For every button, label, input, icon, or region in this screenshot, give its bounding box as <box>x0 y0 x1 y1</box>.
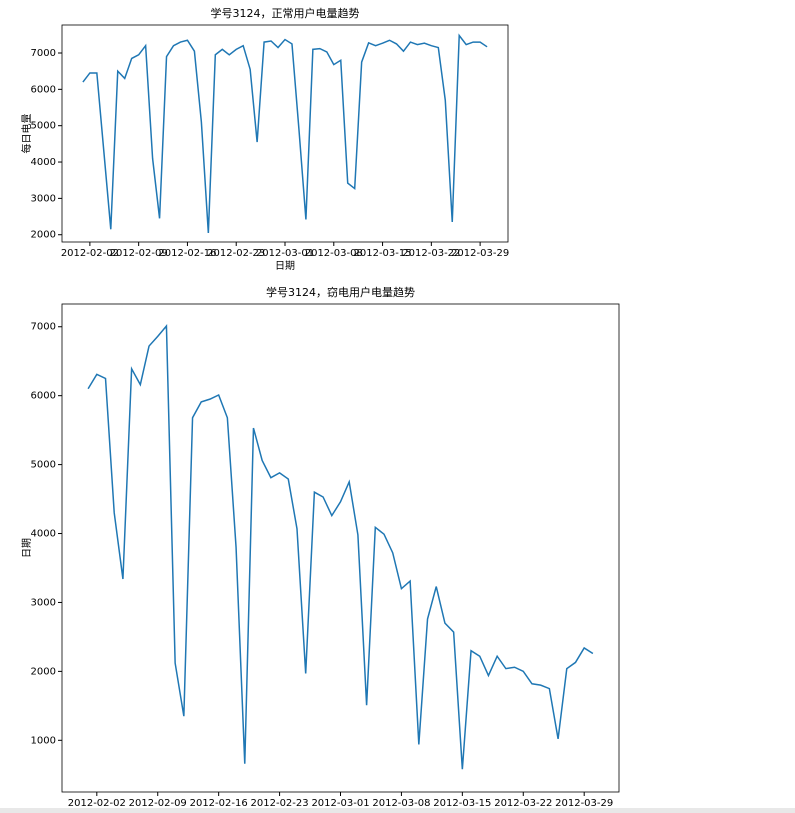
y-tick-label: 4000 <box>31 529 56 540</box>
plot-frame <box>61 24 509 243</box>
y-tick-label: 1000 <box>31 735 56 746</box>
y-tick-label: 7000 <box>31 48 56 59</box>
chart-title: 学号3124，正常用户电量趋势 <box>211 6 360 20</box>
x-tick-label: 2012-02-23 <box>251 798 309 809</box>
y-axis-label: 日期 <box>21 538 33 558</box>
x-tick-label: 2012-02-09 <box>110 248 168 259</box>
x-tick-label: 2012-03-29 <box>451 248 509 259</box>
x-tick-label: 2012-02-02 <box>68 798 126 809</box>
x-tick-label: 2012-03-22 <box>402 248 460 259</box>
y-axis-label: 每日电量 <box>20 114 33 154</box>
y-tick-label: 4000 <box>31 157 56 168</box>
x-axis-label: 日期 <box>275 260 295 272</box>
x-tick-label: 2012-02-16 <box>158 248 216 259</box>
y-tick-label: 3000 <box>31 597 56 608</box>
x-tick-label: 2012-02-09 <box>129 798 187 809</box>
y-tick-label: 6000 <box>31 391 56 402</box>
y-tick-label: 6000 <box>31 84 56 95</box>
x-tick-label: 2012-03-29 <box>555 798 613 809</box>
x-tick-label: 2012-02-23 <box>207 248 265 259</box>
line-series <box>82 33 488 233</box>
x-tick-label: 2012-03-01 <box>256 248 314 259</box>
x-tick-label: 2012-02-02 <box>61 248 119 259</box>
plot-frame <box>61 303 620 793</box>
y-tick-label: 5000 <box>31 121 56 132</box>
y-tick-label: 5000 <box>31 460 56 471</box>
line-series <box>87 324 594 770</box>
y-tick-label: 3000 <box>31 193 56 204</box>
x-tick-label: 2012-03-15 <box>433 798 491 809</box>
x-tick-label: 2012-02-16 <box>190 798 248 809</box>
x-tick-label: 2012-03-15 <box>354 248 412 259</box>
x-tick-label: 2012-03-08 <box>305 248 363 259</box>
y-tick-label: 2000 <box>31 666 56 677</box>
x-tick-label: 2012-03-22 <box>494 798 552 809</box>
y-tick-label: 7000 <box>31 322 56 333</box>
x-tick-label: 2012-03-01 <box>311 798 369 809</box>
x-tick-label: 2012-03-08 <box>372 798 430 809</box>
y-tick-label: 2000 <box>31 230 56 241</box>
chart-title: 学号3124，窃电用户电量趋势 <box>266 285 415 299</box>
scrollbar <box>0 808 795 813</box>
